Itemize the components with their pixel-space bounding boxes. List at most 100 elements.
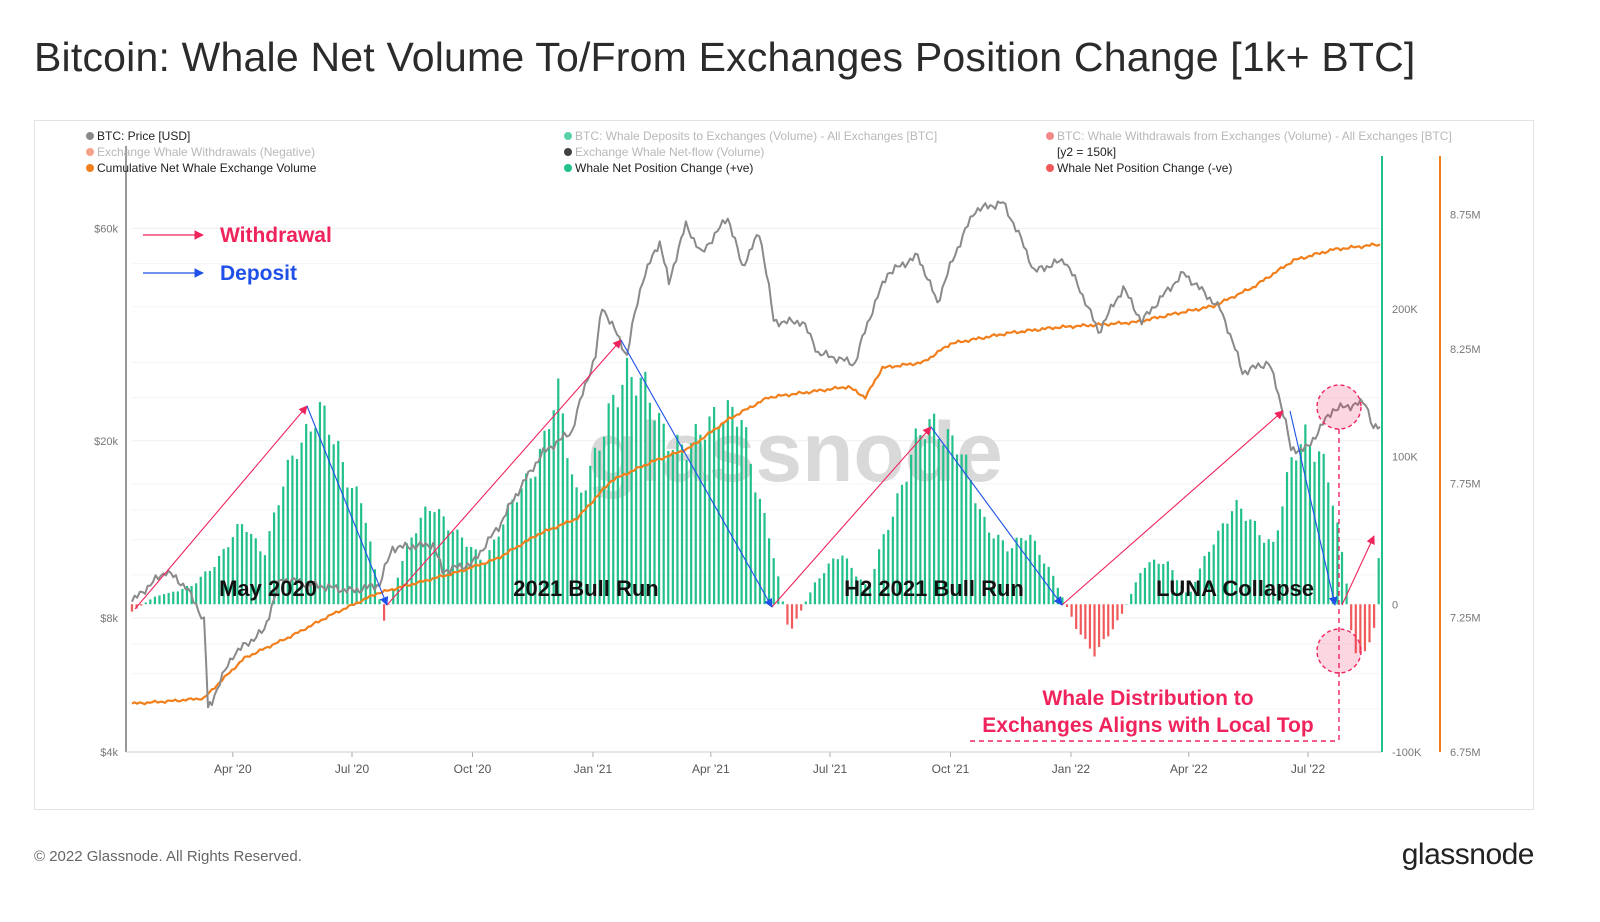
position-bar	[676, 434, 679, 605]
position-bar	[424, 506, 427, 605]
position-bar	[158, 595, 161, 605]
position-bar	[552, 410, 555, 605]
position-bar	[745, 427, 748, 605]
position-bar	[1217, 530, 1220, 605]
position-bar	[1185, 592, 1188, 605]
position-bar	[525, 473, 528, 605]
position-bar	[561, 413, 564, 605]
position-bar	[1354, 604, 1357, 654]
position-bar	[437, 509, 441, 605]
position-bar	[616, 407, 619, 605]
position-bar	[204, 571, 207, 605]
position-bar	[291, 455, 294, 605]
position-bar	[1065, 604, 1069, 608]
position-bar	[598, 450, 601, 605]
position-bar	[1253, 520, 1257, 605]
glassnode-logo: glassnode	[1401, 838, 1535, 871]
position-bar	[1313, 461, 1316, 605]
position-bar	[465, 546, 468, 605]
position-bar	[726, 400, 729, 605]
position-bar	[1010, 548, 1014, 605]
position-bar	[488, 550, 491, 605]
position-bar	[419, 517, 422, 605]
position-bar	[772, 558, 775, 605]
position-bar	[373, 569, 377, 605]
position-bar	[1340, 551, 1344, 605]
position-bar	[1281, 506, 1284, 605]
position-bar	[1263, 542, 1266, 605]
deposit-arrow	[306, 405, 389, 606]
position-bar	[859, 579, 862, 605]
position-bar	[1308, 445, 1312, 605]
position-bar	[625, 357, 629, 605]
position-bar	[1075, 604, 1078, 629]
position-bar	[832, 558, 835, 605]
x-tick-label: Apr '21	[692, 762, 730, 776]
position-bar	[767, 538, 771, 605]
legend-label: [y2 = 150k]	[1057, 145, 1116, 159]
position-bar	[341, 461, 344, 605]
position-bar	[185, 585, 189, 605]
position-bar	[231, 537, 234, 605]
legend-marker	[564, 164, 572, 172]
position-bar	[479, 559, 482, 605]
position-bar	[364, 522, 367, 605]
position-bar	[515, 502, 519, 605]
position-bar	[951, 435, 954, 605]
position-bar	[662, 423, 665, 605]
position-bar	[332, 444, 335, 605]
position-bar	[809, 592, 812, 605]
position-bar	[942, 444, 945, 605]
position-bar	[1203, 555, 1206, 605]
position-bar	[483, 563, 487, 605]
note-line-1: Whale Distribution to	[1042, 687, 1253, 710]
position-bar	[827, 563, 830, 605]
position-bar	[804, 601, 807, 605]
position-bar	[396, 577, 399, 605]
position-bar	[1267, 539, 1270, 605]
legend-marker	[564, 148, 572, 156]
position-bar	[433, 512, 436, 605]
position-bar	[1272, 541, 1275, 605]
position-bar	[350, 488, 354, 605]
position-bar	[635, 395, 638, 605]
withdrawal-arrow	[134, 405, 308, 610]
position-bar	[245, 531, 248, 605]
position-bar	[914, 428, 917, 605]
deposit-key-label: Deposit	[220, 262, 297, 285]
position-bar	[873, 568, 876, 605]
x-tick-label: Jul '20	[335, 762, 370, 776]
position-bar	[777, 576, 780, 605]
position-bar	[1249, 519, 1252, 605]
position-tick-label: 100K	[1392, 452, 1418, 464]
position-bar	[1290, 457, 1293, 605]
position-bar	[387, 604, 390, 605]
position-bar	[227, 547, 230, 605]
position-bar	[1295, 460, 1298, 605]
position-bar	[1299, 444, 1302, 605]
legend-layer: BTC: Price [USD] BTC: Whale Deposits to E…	[86, 129, 1452, 175]
position-bar	[1171, 570, 1174, 605]
position-bar	[685, 459, 688, 605]
position-bar	[1350, 604, 1353, 631]
position-bar	[887, 529, 890, 605]
phase-label: H2 2021 Bull Run	[844, 576, 1024, 601]
position-bar	[1070, 604, 1073, 617]
position-bar	[474, 549, 477, 605]
position-bar	[855, 576, 858, 605]
axes-layer: $4k $8k $20k $60k Apr '20 Jul '20 Oct '20 Jan '…	[94, 146, 1481, 776]
position-bar	[1327, 482, 1330, 605]
position-bar	[286, 459, 289, 605]
position-bar	[589, 465, 592, 605]
position-bar	[263, 555, 267, 605]
withdrawal-arrow	[386, 339, 622, 606]
position-bar	[1047, 566, 1050, 605]
price-tick-label: $20k	[94, 436, 118, 448]
position-bar	[415, 533, 418, 605]
position-bar	[195, 583, 198, 605]
position-bar	[1221, 523, 1224, 605]
position-bar	[566, 458, 569, 605]
position-bar	[268, 531, 271, 605]
position-bar	[405, 543, 409, 605]
